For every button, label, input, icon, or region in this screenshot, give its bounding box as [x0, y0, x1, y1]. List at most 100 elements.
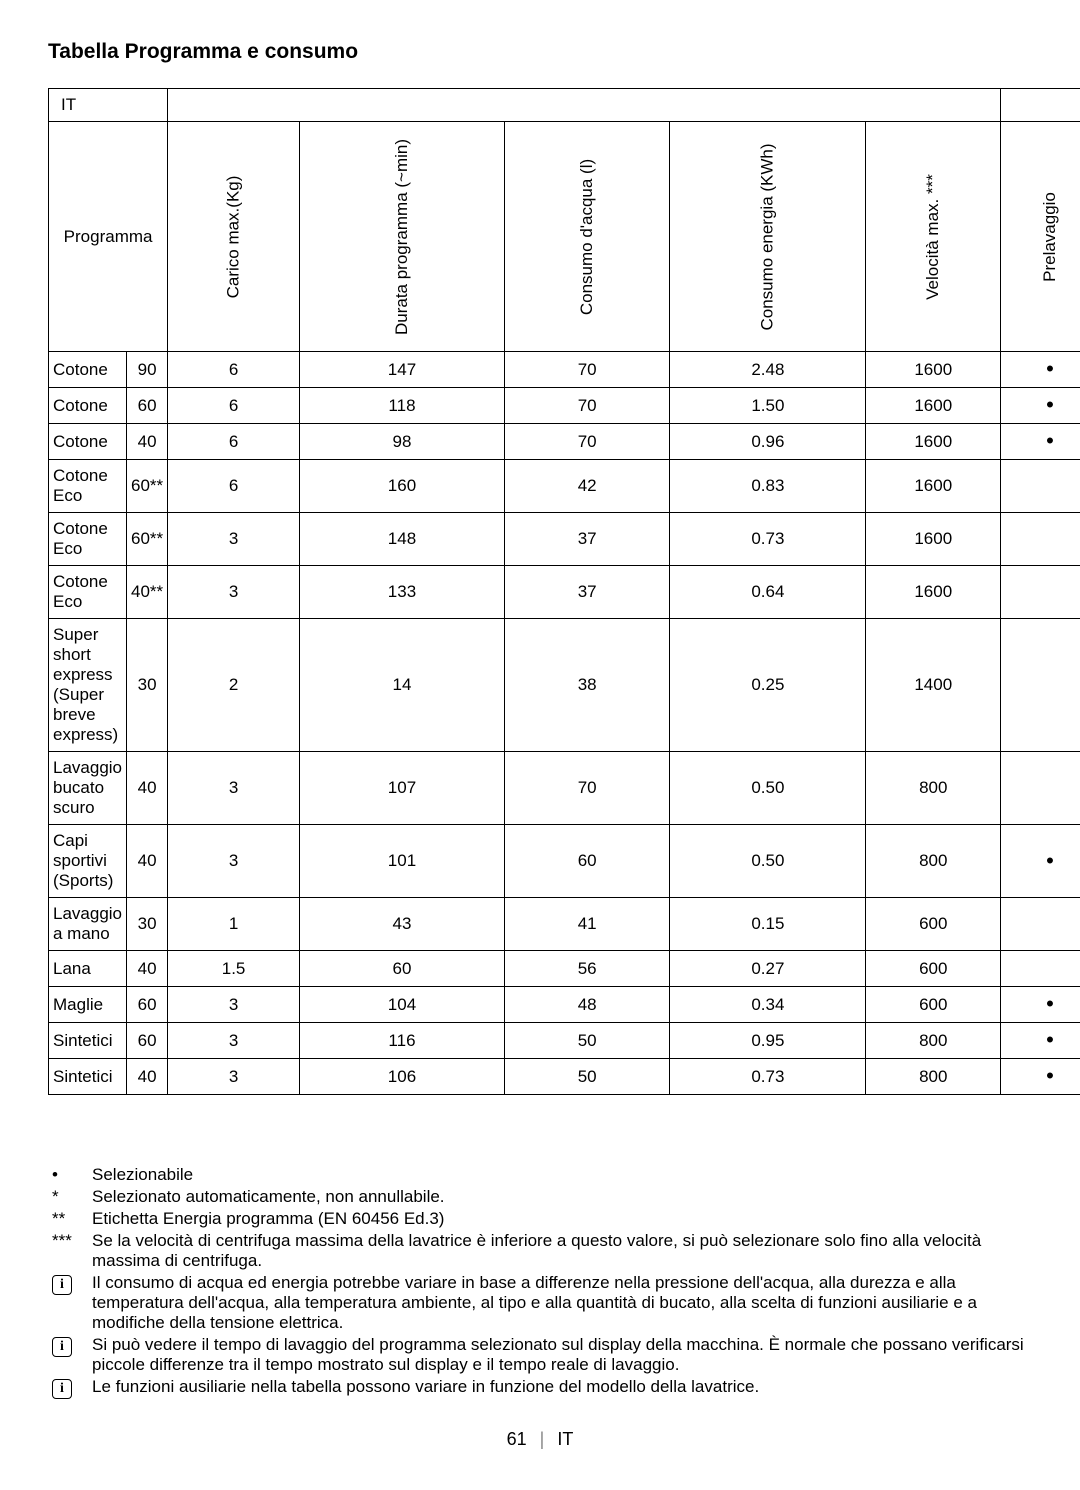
aux-cell [1001, 460, 1080, 513]
table-cell: 3 [168, 513, 300, 566]
legend-text: Il consumo di acqua ed energia potrebbe … [92, 1273, 1032, 1333]
table-cell: Cotone [49, 424, 127, 460]
legend-row: i Il consumo di acqua ed energia potrebbe… [48, 1273, 1032, 1333]
aux-cell [1001, 951, 1080, 987]
table-header-row-1: IT Funzione ausiliaria [49, 89, 1080, 122]
aux-cell [1001, 566, 1080, 619]
header-it: IT [49, 89, 168, 122]
legend-mark: i [48, 1273, 92, 1295]
table-row: Cotone Eco60**3148370.73160040-60 [49, 513, 1080, 566]
table-cell: 160 [299, 460, 504, 513]
table-cell: 40** [127, 566, 168, 619]
table-cell: 60 [299, 951, 504, 987]
table-cell: 147 [299, 352, 504, 388]
table-cell: 1.50 [670, 388, 866, 424]
table-row: Super short express (Super breve express… [49, 619, 1080, 752]
table-cell: 1 [168, 898, 300, 951]
table-cell: 1600 [866, 460, 1001, 513]
aux-cell [1001, 752, 1080, 825]
table-cell: 1600 [866, 352, 1001, 388]
table-row: Lana401.560560.27600Freddo-40 [49, 951, 1080, 987]
table-cell: 98 [299, 424, 504, 460]
table-cell: 60 [127, 987, 168, 1023]
legend-row: iSi può vedere il tempo di lavaggio del … [48, 1335, 1032, 1375]
table-cell: 118 [299, 388, 504, 424]
aux-cell [1001, 352, 1080, 388]
table-cell: 101 [299, 825, 504, 898]
table-cell: Lana [49, 951, 127, 987]
table-cell: 600 [866, 951, 1001, 987]
table-cell: 0.96 [670, 424, 866, 460]
table-cell: 3 [168, 566, 300, 619]
table-cell: 800 [866, 1059, 1001, 1095]
table-cell: 2.48 [670, 352, 866, 388]
table-cell: 0.15 [670, 898, 866, 951]
table-cell: 148 [299, 513, 504, 566]
table-cell: 0.73 [670, 513, 866, 566]
table-cell: 104 [299, 987, 504, 1023]
legend-text: Etichetta Energia programma (EN 60456 Ed… [92, 1209, 1032, 1229]
table-cell: Lavaggio bucato scuro [49, 752, 127, 825]
table-cell: 0.73 [670, 1059, 866, 1095]
table-cell: 133 [299, 566, 504, 619]
table-cell: Cotone Eco [49, 566, 127, 619]
table-cell: Cotone [49, 388, 127, 424]
table-cell: Cotone [49, 352, 127, 388]
aux-cell [1001, 1023, 1080, 1059]
table-cell: 800 [866, 825, 1001, 898]
table-cell: 3 [168, 825, 300, 898]
table-row: Cotone Eco60**6160420.83160040-60 [49, 460, 1080, 513]
table-row: Sintetici603116500.95800Freddo-60 [49, 1023, 1080, 1059]
legend-text: Si può vedere il tempo di lavaggio del p… [92, 1335, 1032, 1375]
table-cell: 40 [127, 424, 168, 460]
table-cell: 1400 [866, 619, 1001, 752]
table-cell: Sintetici [49, 1059, 127, 1095]
table-cell: 2 [168, 619, 300, 752]
legend-mark: i [48, 1377, 92, 1399]
legend-mark: *** [48, 1231, 92, 1251]
table-cell: 70 [505, 752, 670, 825]
table-cell: 1600 [866, 388, 1001, 424]
table-cell: 800 [866, 752, 1001, 825]
aux-cell [1001, 825, 1080, 898]
legend-text: Selezionato automaticamente, non annulla… [92, 1187, 1032, 1207]
table-cell: 0.50 [670, 825, 866, 898]
info-icon: i [52, 1379, 72, 1399]
table-cell: Lavaggio a mano [49, 898, 127, 951]
table-header-row-2: Programma Carico max.(Kg) Durata program… [49, 122, 1080, 352]
legend-row: i Le funzioni ausiliarie nella tabella po… [48, 1377, 1032, 1399]
table-cell: 43 [299, 898, 504, 951]
col-programma: Programma [49, 122, 168, 352]
col-acqua: Consumo d'acqua (l) [505, 122, 670, 352]
aux-cell [1001, 388, 1080, 424]
table-cell: Maglie [49, 987, 127, 1023]
table-row: Maglie603104480.34600Freddo-60 [49, 987, 1080, 1023]
table-row: Cotone906147702.481600Freddo-90 [49, 352, 1080, 388]
table-cell: 3 [168, 752, 300, 825]
legend-row: **Etichetta Energia programma (EN 60456 … [48, 1209, 1032, 1229]
table-cell: 0.83 [670, 460, 866, 513]
page-number: 61 [507, 1429, 527, 1449]
table-cell: 41 [505, 898, 670, 951]
table-cell: 60** [127, 460, 168, 513]
table-cell: 3 [168, 1059, 300, 1095]
table-cell: 116 [299, 1023, 504, 1059]
legend-text: Se la velocità di centrifuga massima del… [92, 1231, 1032, 1271]
table-cell: 1600 [866, 566, 1001, 619]
table-cell: 70 [505, 352, 670, 388]
aux-cell [1001, 513, 1080, 566]
legend-text: Le funzioni ausiliarie nella tabella pos… [92, 1377, 1032, 1397]
legend-mark: • [48, 1165, 92, 1185]
table-cell: 1.5 [168, 951, 300, 987]
table-row: Cotone Eco40**3133370.64160040-60 [49, 566, 1080, 619]
table-row: Lavaggio bucato scuro403107700.50800Fred… [49, 752, 1080, 825]
table-cell: 1600 [866, 424, 1001, 460]
table-cell: 60 [127, 1023, 168, 1059]
table-cell: 6 [168, 388, 300, 424]
aux-cell [1001, 619, 1080, 752]
info-icon: i [52, 1275, 72, 1295]
table-cell: 90 [127, 352, 168, 388]
header-aux: Funzione ausiliaria [1001, 89, 1080, 122]
table-cell: 3 [168, 1023, 300, 1059]
table-cell: 0.27 [670, 951, 866, 987]
